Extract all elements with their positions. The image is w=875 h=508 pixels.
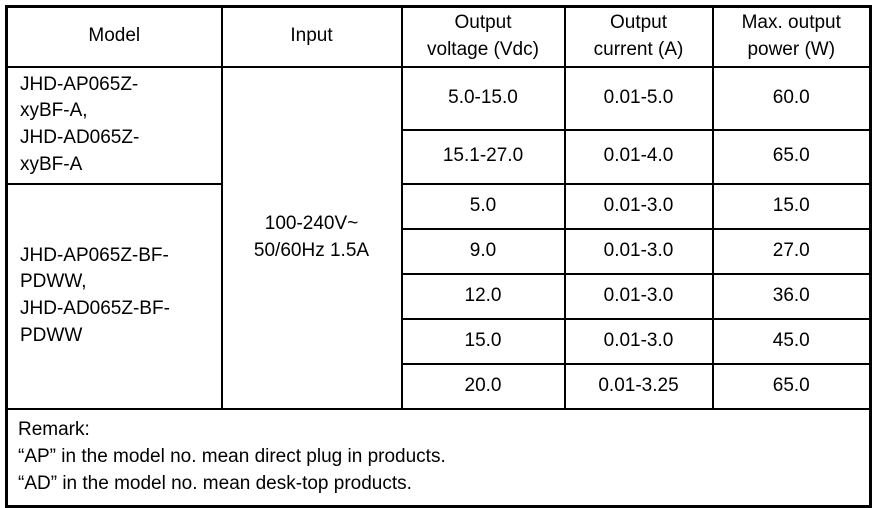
input-cell: 100-240V~ 50/60Hz 1.5A (220, 65, 403, 410)
table-row: 15.0 0.01-3.0 45.0 (7, 317, 872, 365)
header-model: Model (5, 5, 223, 68)
remark-line-1: “AP” in the model no. mean direct plug i… (18, 445, 446, 467)
output-voltage-cell: 5.0-15.0 (400, 65, 566, 131)
table-row: 20.0 0.01-3.25 65.0 (7, 362, 872, 410)
output-voltage-cell: 15.1-27.0 (400, 128, 566, 185)
output-current-cell: 0.01-3.0 (563, 182, 714, 230)
header-output-voltage: Output voltage (Vdc) (400, 5, 566, 68)
header-input: Input (220, 5, 403, 68)
output-current-cell: 0.01-4.0 (563, 128, 714, 185)
max-power-cell: 60.0 (711, 65, 872, 131)
table-row: 9.0 0.01-3.0 27.0 (7, 227, 872, 275)
output-voltage-cell: 20.0 (400, 362, 566, 410)
table-row: 12.0 0.01-3.0 36.0 (7, 272, 872, 320)
remark-row: Remark: “AP” in the model no. mean direc… (5, 407, 872, 507)
header-max-output-power: Max. output power (W) (711, 5, 872, 68)
spec-table: Model Input Output voltage (Vdc) Output … (5, 5, 872, 508)
model-group-1-cell: JHD-AP065Z- xyBF-A, JHD-AD065Z- xyBF-A (5, 65, 223, 185)
max-power-cell: 65.0 (711, 128, 872, 185)
output-voltage-cell: 9.0 (400, 227, 566, 275)
max-power-cell: 27.0 (711, 227, 872, 275)
header-row: Model Input Output voltage (Vdc) Output … (5, 5, 872, 68)
table-row: JHD-AP065Z- xyBF-A, JHD-AD065Z- xyBF-A 1… (5, 65, 872, 410)
remark-cell: Remark: “AP” in the model no. mean direc… (5, 407, 872, 507)
table-row: JHD-AP065Z-BF- PDWW, JHD-AD065Z-BF- PDWW… (5, 182, 872, 410)
output-voltage-cell: 12.0 (400, 272, 566, 320)
output-current-cell: 0.01-3.0 (563, 227, 714, 275)
max-power-cell: 36.0 (711, 272, 872, 320)
max-power-cell: 65.0 (711, 362, 872, 410)
output-voltage-cell: 15.0 (400, 317, 566, 365)
output-current-cell: 0.01-3.0 (563, 317, 714, 365)
max-power-cell: 45.0 (711, 317, 872, 365)
header-output-current: Output current (A) (563, 5, 714, 68)
output-current-cell: 0.01-5.0 (563, 65, 714, 131)
table-row: 15.1-27.0 0.01-4.0 65.0 (7, 128, 872, 185)
remark-line-2: “AD” in the model no. mean desk-top prod… (18, 472, 412, 494)
output-current-cell: 0.01-3.0 (563, 272, 714, 320)
max-power-cell: 15.0 (711, 182, 872, 230)
remark-title: Remark: (18, 418, 90, 440)
output-voltage-cell: 5.0 (400, 182, 566, 230)
model-group-2-cell: JHD-AP065Z-BF- PDWW, JHD-AD065Z-BF- PDWW (5, 182, 223, 410)
output-current-cell: 0.01-3.25 (563, 362, 714, 410)
